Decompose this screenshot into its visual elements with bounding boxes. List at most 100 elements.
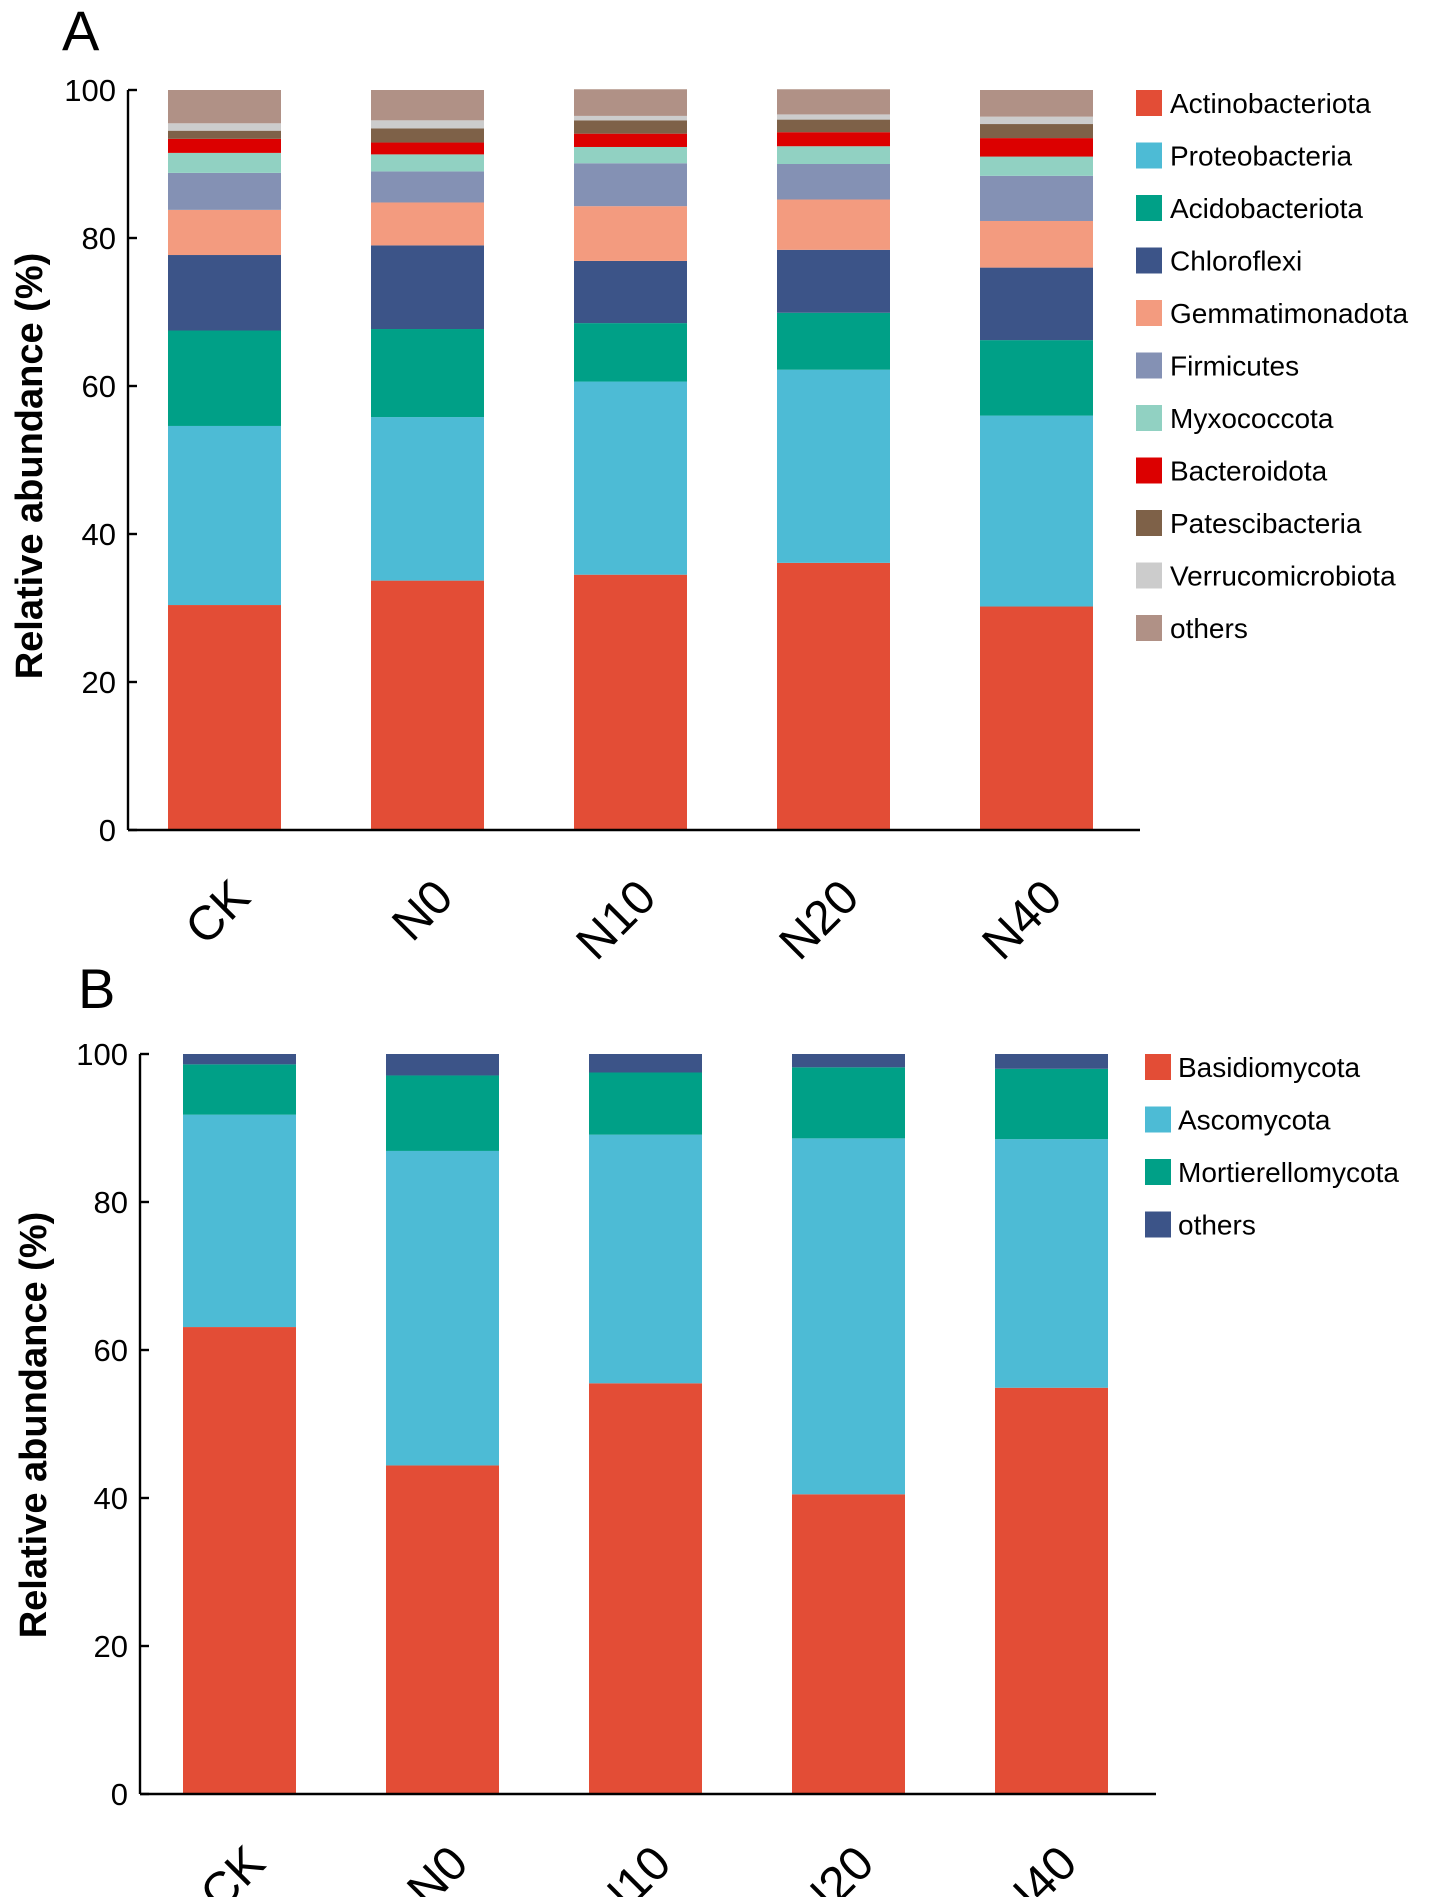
panel-b-bar-ck-basidiomycota [183,1327,296,1794]
panel-b-bar-n20-ascomycota [792,1138,905,1495]
panel-b-x-tick-label-n0: N0 [397,1836,478,1897]
panel-b-legend-swatch-basidiomycota [1145,1054,1171,1080]
panel-b-x-tick-label-n10: N10 [582,1836,682,1897]
panel-a-bar-n40-acidobacteriota [980,340,1093,416]
panel-a-bar-n40-proteobacteria [980,415,1093,607]
panel-a-y-tick-label-80: 80 [82,221,116,256]
panel-a-bar-n10-verrucomicrobiota [574,115,687,121]
panel-b-bar-n40-mortierellomycota [995,1068,1108,1140]
panel-b-legend: Basidiomycota Ascomycota Mortierellomycota… [1145,1052,1399,1241]
panel-a-bar-n0-myxococcota [371,154,484,172]
panel-b: B Relative abundance (%) 0 20 40 60 80 100 CK… [13,957,1399,1897]
panel-a-y-tick-label-40: 40 [82,517,116,552]
panel-b-bar-n10-mortierellomycota [589,1072,702,1135]
panel-a-bar-ck-patescibacteria [168,130,281,139]
panel-a-bar-n0-acidobacteriota [371,329,484,418]
panel-a-bars [168,89,1093,830]
panel-a-legend-label-patescibacteria: Patescibacteria [1170,508,1362,539]
panel-a-bar-ck-proteobacteria [168,425,281,606]
panel-a-bar-n20-others [777,89,890,115]
panel-a-bar-ck-gemmatimonadota [168,209,281,256]
panel-a-bar-n20-acidobacteriota [777,312,890,370]
panel-b-legend-swatch-mortierellomycota [1145,1159,1171,1185]
panel-b-bar-n10-others [589,1054,702,1073]
panel-b-bar-n20-basidiomycota [792,1494,905,1794]
panel-b-y-axis-label: Relative abundance (%) [13,1212,55,1639]
panel-a-bar-ck-acidobacteriota [168,330,281,426]
panel-a-y-tick-label-100: 100 [64,73,116,108]
panel-a-legend-label-proteobacteria: Proteobacteria [1170,141,1353,172]
panel-a-x-tick-label-ck: CK [176,870,261,955]
panel-a-legend-label-myxococcota: Myxococcota [1170,403,1334,434]
panel-b-y-tick-label-100: 100 [76,1037,128,1072]
panel-b-bar-n0-others [386,1054,499,1076]
panel-b-bar-n20-mortierellomycota [792,1067,905,1139]
panel-a-legend-swatch-gemmatimonadota [1136,300,1162,326]
panel-a-legend-swatch-others [1136,615,1162,641]
panel-a-bar-n20-verrucomicrobiota [777,114,890,120]
panel-b-bar-n0-ascomycota [386,1150,499,1466]
panel-a-bar-n0-firmicutes [371,171,484,203]
panel-a-bar-n0-verrucomicrobiota [371,120,484,129]
panel-a-bar-ck-myxococcota [168,152,281,173]
panel-a-axes: 0 20 40 60 80 100 [64,73,1140,848]
panel-a-bar-n10-myxococcota [574,146,687,164]
panel-b-legend-label-basidiomycota: Basidiomycota [1178,1052,1361,1083]
panel-b-legend-label-others: others [1178,1210,1256,1241]
panel-a-y-tick-label-20: 20 [82,665,116,700]
panel-b-axes: 0 20 40 60 80 100 [76,1037,1156,1812]
panel-a-bar-n20-proteobacteria [777,369,890,563]
panel-b-legend-swatch-ascomycota [1145,1106,1171,1133]
panel-a-legend-swatch-acidobacteriota [1136,195,1162,221]
panel-a-bar-ck-firmicutes [168,172,281,210]
panel-b-y-tick-label-80: 80 [94,1185,128,1220]
panel-a-bar-n20-myxococcota [777,146,890,164]
panel-a-bar-ck-bacteroidota [168,138,281,153]
panel-b-y-tick-label-20: 20 [94,1629,128,1664]
panel-b-bar-n20-others [792,1054,905,1068]
panel-b-letter: B [78,957,115,1020]
panel-a-bar-ck-others [168,90,281,124]
panel-a-bar-n10-acidobacteriota [574,323,687,382]
panel-a-bar-n10-chloroflexi [574,260,687,324]
panel-a-y-tick-label-0: 0 [99,813,116,848]
panel-a-legend-label-others: others [1170,613,1248,644]
panel-b-y-tick-label-0: 0 [111,1777,128,1812]
panel-a-legend-swatch-proteobacteria [1136,142,1162,169]
panel-a-bar-n40-chloroflexi [980,267,1093,341]
panel-a-legend-swatch-patescibacteria [1136,510,1162,536]
panel-a-bar-n40-verrucomicrobiota [980,116,1093,125]
panel-a-bar-n0-gemmatimonadota [371,202,484,246]
panel-a-legend-swatch-myxococcota [1136,405,1162,431]
panel-a-x-tick-label-n20: N20 [770,870,870,970]
panel-a-bar-n20-firmicutes [777,164,890,200]
panel-b-bar-n10-basidiomycota [589,1383,702,1794]
panel-a-legend-label-chloroflexi: Chloroflexi [1170,246,1302,277]
panel-a-bar-ck-verrucomicrobiota [168,123,281,131]
panel-a-bar-n10-firmicutes [574,163,687,207]
panel-a: A Relative abundance (%) 0 20 40 60 80 100 CK… [9,0,1409,970]
panel-a-bar-n0-chloroflexi [371,245,484,330]
panel-a-x-tick-label-n0: N0 [382,870,463,951]
panel-b-bar-n10-ascomycota [589,1134,702,1384]
panel-a-legend-label-gemmatimonadota: Gemmatimonadota [1170,298,1409,329]
panel-a-bar-n0-patescibacteria [371,128,484,143]
panel-b-bar-ck-ascomycota [183,1114,296,1328]
panel-a-bar-n40-bacteroidota [980,138,1093,157]
panel-a-bar-n40-actinobacteriota [980,606,1093,830]
panel-a-bar-n20-gemmatimonadota [777,199,890,250]
panel-a-bar-n40-gemmatimonadota [980,220,1093,268]
panel-a-bar-n40-firmicutes [980,175,1093,221]
panel-b-bar-ck-mortierellomycota [183,1064,296,1115]
panel-a-x-tick-labels: CK N0 N10 N20 N40 [176,870,1073,970]
panel-b-bar-n0-basidiomycota [386,1465,499,1794]
panel-a-y-tick-label-60: 60 [82,369,116,404]
panel-a-bar-n10-others [574,89,687,116]
panel-a-x-tick-label-n10: N10 [567,870,667,970]
panel-a-bar-n20-bacteroidota [777,132,890,147]
panel-a-bar-n40-patescibacteria [980,124,1093,139]
panel-a-bar-n0-proteobacteria [371,417,484,581]
panel-a-legend: Actinobacteriota Proteobacteria Acidobacte… [1136,88,1409,644]
panel-b-x-tick-label-n20: N20 [785,1836,885,1897]
panel-b-bars [183,1054,1108,1794]
